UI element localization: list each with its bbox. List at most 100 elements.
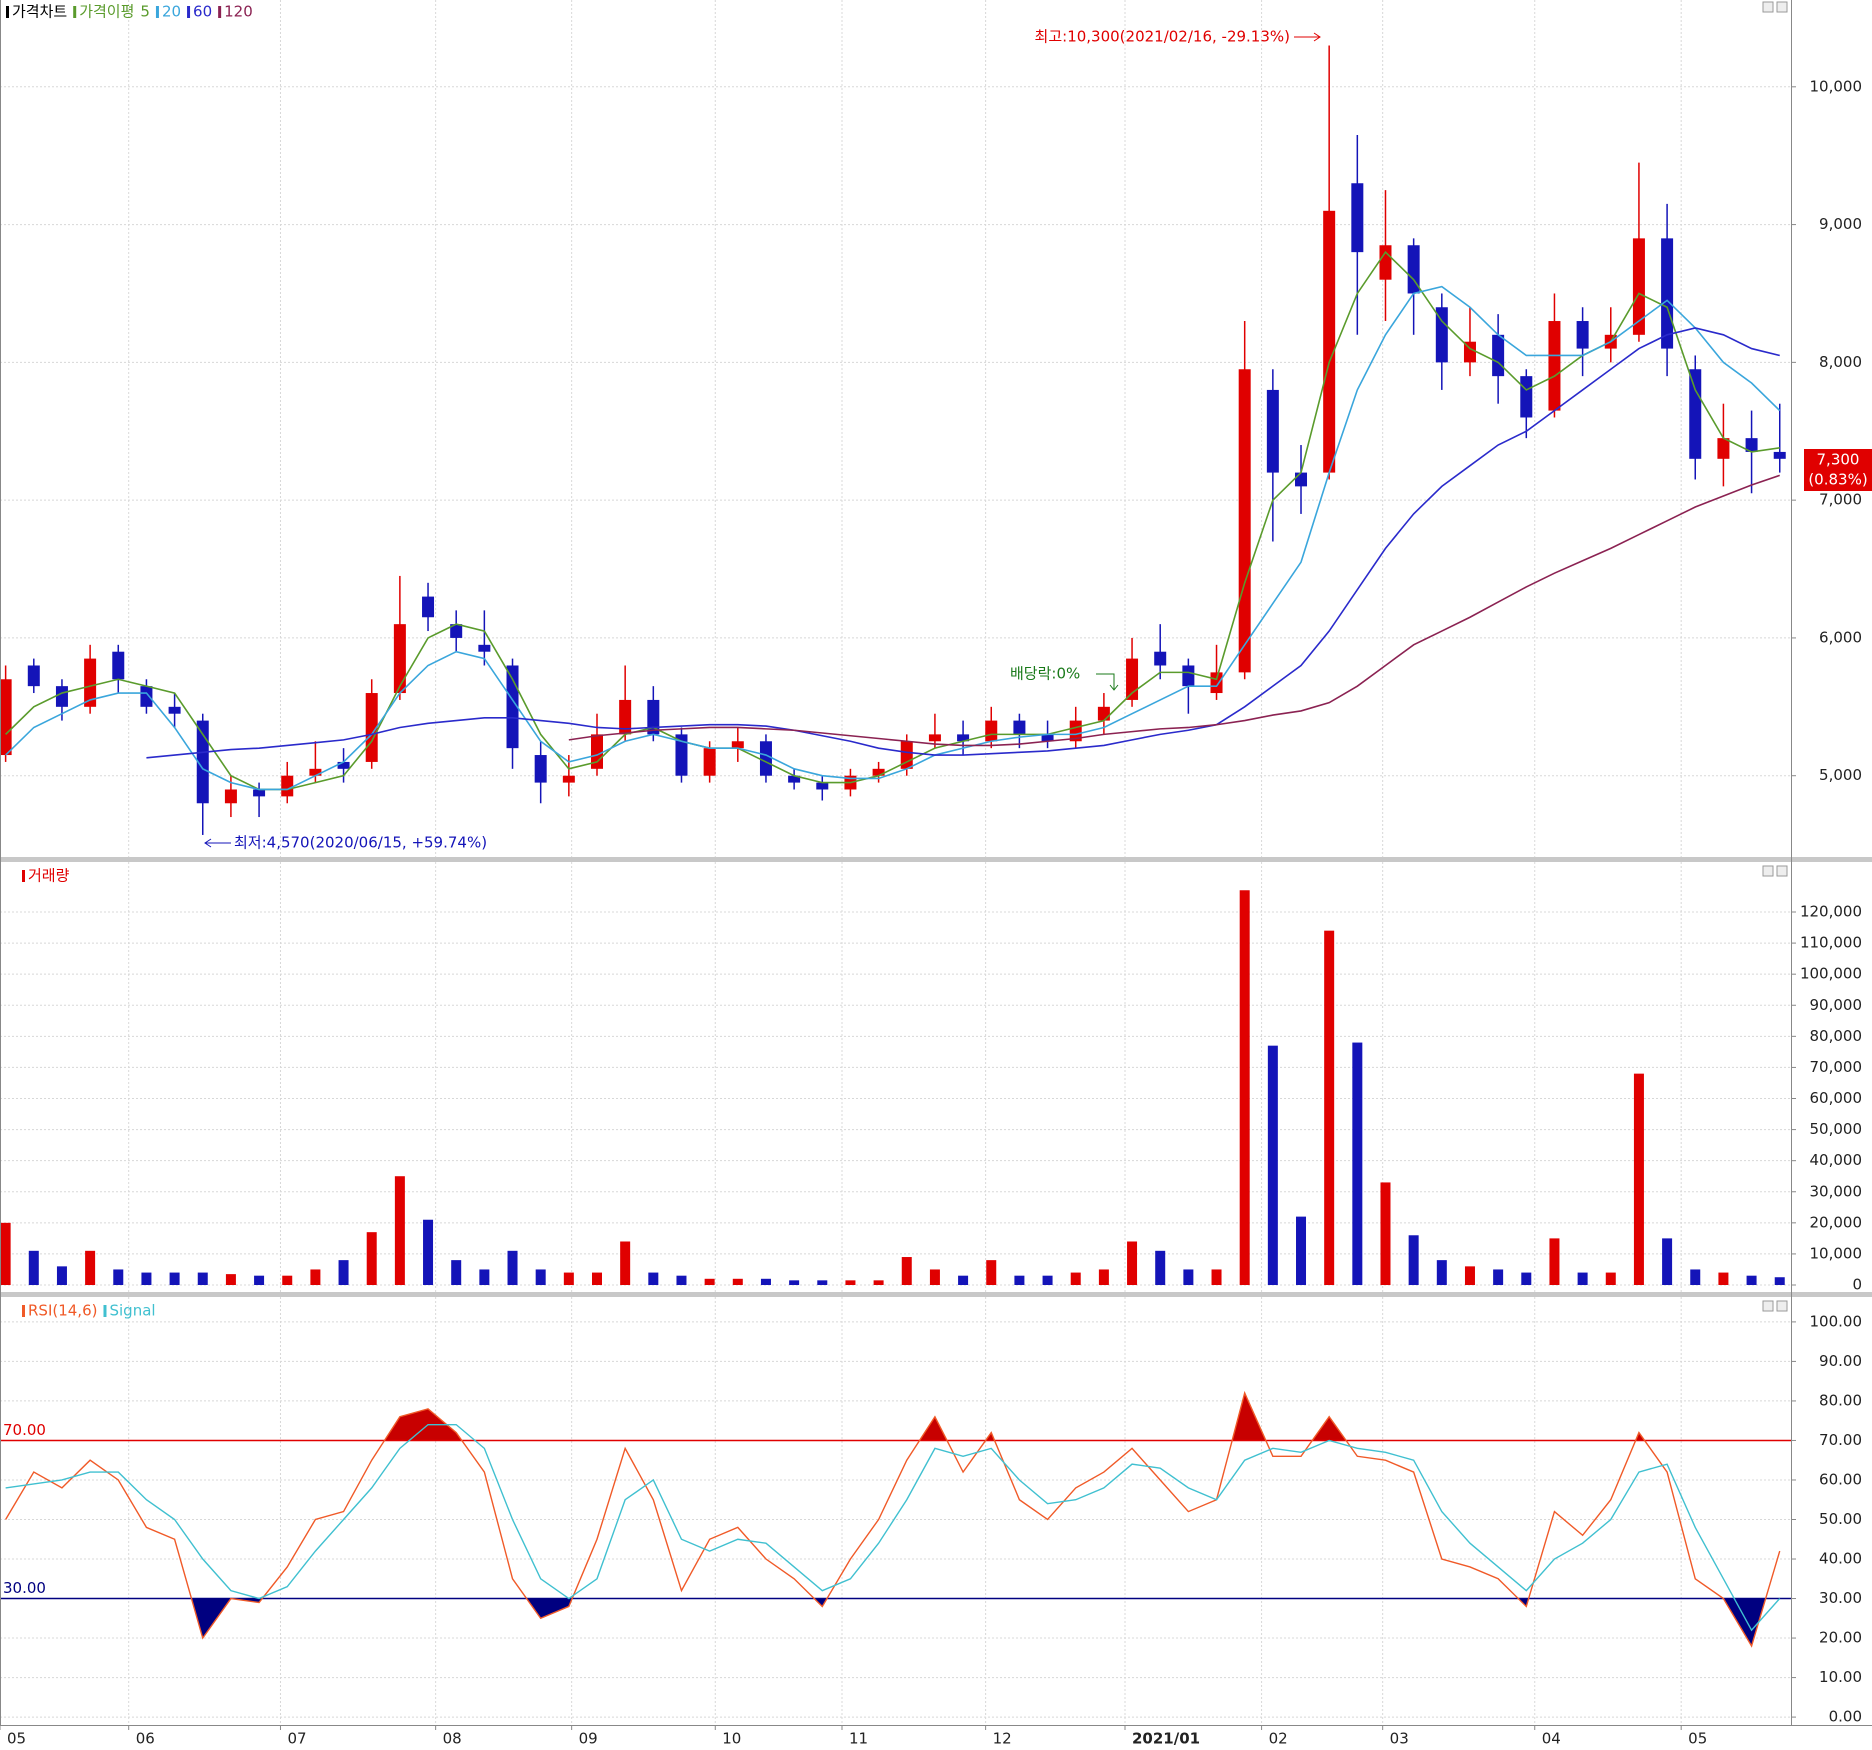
volume-bar: [310, 1269, 321, 1286]
rsi-line: [5, 1390, 1781, 1648]
candle-body: [985, 720, 998, 742]
y-tick-label: 0: [1852, 1276, 1862, 1294]
candle-body: [1351, 183, 1364, 253]
y-tick-label: 30.00: [1819, 1589, 1862, 1607]
candle-body: [1379, 245, 1392, 280]
close-button[interactable]: [1776, 865, 1788, 877]
last-price-box: [1804, 449, 1872, 491]
volume-bar: [760, 1278, 771, 1286]
volume-bar: [1070, 1272, 1081, 1286]
moving-average: [568, 474, 1780, 747]
ex-dividend-annotation: 배당락:0%: [1010, 665, 1080, 683]
close-button[interactable]: [1776, 1300, 1788, 1312]
volume-bar: [1662, 1238, 1673, 1286]
volume-bar: [366, 1232, 377, 1286]
legend-label: 120: [224, 3, 253, 21]
y-tick-label: 10.00: [1819, 1668, 1862, 1686]
legend-marker: [218, 6, 222, 18]
x-tick-label: 05: [1688, 1730, 1707, 1748]
y-tick-label: 50,000: [1810, 1120, 1863, 1138]
volume-bar: [423, 1219, 434, 1286]
x-tick-label: 06: [136, 1730, 155, 1748]
volume-bar: [1746, 1275, 1757, 1286]
candle-body: [731, 741, 744, 749]
volume-bar: [1718, 1272, 1729, 1286]
x-tick-label: 08: [443, 1730, 462, 1748]
candle-body: [1069, 720, 1082, 742]
candle-body: [1463, 341, 1476, 363]
volume-bar: [1464, 1266, 1475, 1286]
candle-body: [1717, 438, 1730, 459]
candle-body: [534, 755, 547, 783]
y-tick-label: 110,000: [1800, 934, 1862, 952]
minimize-button[interactable]: [1762, 865, 1774, 877]
volume-bar: [1493, 1269, 1504, 1286]
volume-bar: [1436, 1260, 1447, 1286]
x-tick-label: 07: [287, 1730, 306, 1748]
y-tick-label: 10,000: [1810, 1244, 1863, 1262]
candle-body: [224, 789, 237, 804]
candle-body: [619, 699, 632, 735]
volume-bar: [28, 1250, 39, 1286]
candle-body: [422, 596, 435, 618]
volume-bar: [986, 1260, 997, 1286]
candle-body: [168, 706, 181, 714]
y-tick-label: 50.00: [1819, 1510, 1862, 1528]
candle-body: [84, 658, 97, 707]
volume-bar: [1774, 1277, 1785, 1286]
candle-body: [1745, 438, 1758, 452]
legend-label: 가격이평: [79, 3, 134, 21]
volume-bar: [1549, 1238, 1560, 1286]
volume-bar: [113, 1269, 124, 1286]
volume-bar: [563, 1272, 574, 1286]
y-tick-label: 9,000: [1819, 215, 1862, 233]
close-button[interactable]: [1776, 1, 1788, 13]
y-tick-label: 80,000: [1810, 1027, 1863, 1045]
candle-body: [253, 789, 266, 797]
minimize-button[interactable]: [1762, 1, 1774, 13]
candle-body: [1407, 245, 1420, 294]
volume-bar: [817, 1280, 828, 1286]
volume-bar: [338, 1260, 349, 1286]
y-tick-label: 10,000: [1810, 77, 1863, 95]
y-tick-label: 90.00: [1819, 1352, 1862, 1370]
x-tick-label: 02: [1269, 1730, 1288, 1748]
candle-body: [1323, 210, 1336, 473]
y-tick-label: 100,000: [1800, 965, 1862, 983]
minimize-button[interactable]: [1762, 1300, 1774, 1312]
panel-divider: [0, 857, 1872, 862]
volume-bar: [1324, 930, 1335, 1286]
legend-marker: [22, 1305, 25, 1317]
candle-body: [1632, 238, 1645, 335]
rsi-line: [5, 1423, 1781, 1632]
annotation-arrow: [1096, 673, 1119, 691]
volume-bar: [56, 1266, 67, 1286]
volume-bar: [1352, 1042, 1363, 1286]
high-annotation: 최고:10,300(2021/02/16, -29.13%): [1035, 28, 1290, 46]
candle-body: [393, 624, 406, 694]
y-tick-label: 40,000: [1810, 1151, 1863, 1169]
y-tick-label: 60,000: [1810, 1089, 1863, 1107]
y-tick-label: 100.00: [1810, 1312, 1863, 1330]
volume-bar: [479, 1269, 490, 1286]
mark-layer: 70.00 30.00: [0, 45, 1791, 1648]
legend-marker: [22, 870, 25, 882]
panel-divider: [0, 1292, 1872, 1297]
y-tick-label: 40.00: [1819, 1550, 1862, 1568]
annotation-arrow: [204, 838, 212, 848]
y-tick-label: 80.00: [1819, 1391, 1862, 1409]
legend-layer: 가격차트 가격이평 5 20 60 120 거래량 RSI(14,6) Signal: [6, 3, 253, 1320]
legend-label: 20: [162, 3, 181, 21]
candle-body: [1548, 321, 1561, 411]
y-tick-label: 30,000: [1810, 1182, 1863, 1200]
volume-bar: [535, 1269, 546, 1286]
volume-bar: [451, 1260, 462, 1286]
candle-body: [337, 761, 350, 769]
candle-body: [900, 741, 913, 769]
volume-bar: [732, 1278, 743, 1286]
volume-bar: [1042, 1275, 1053, 1286]
candle-body: [309, 768, 322, 776]
low-annotation: 최저:4,570(2020/06/15, +59.74%): [234, 834, 487, 852]
legend-label: 가격차트: [12, 3, 67, 21]
